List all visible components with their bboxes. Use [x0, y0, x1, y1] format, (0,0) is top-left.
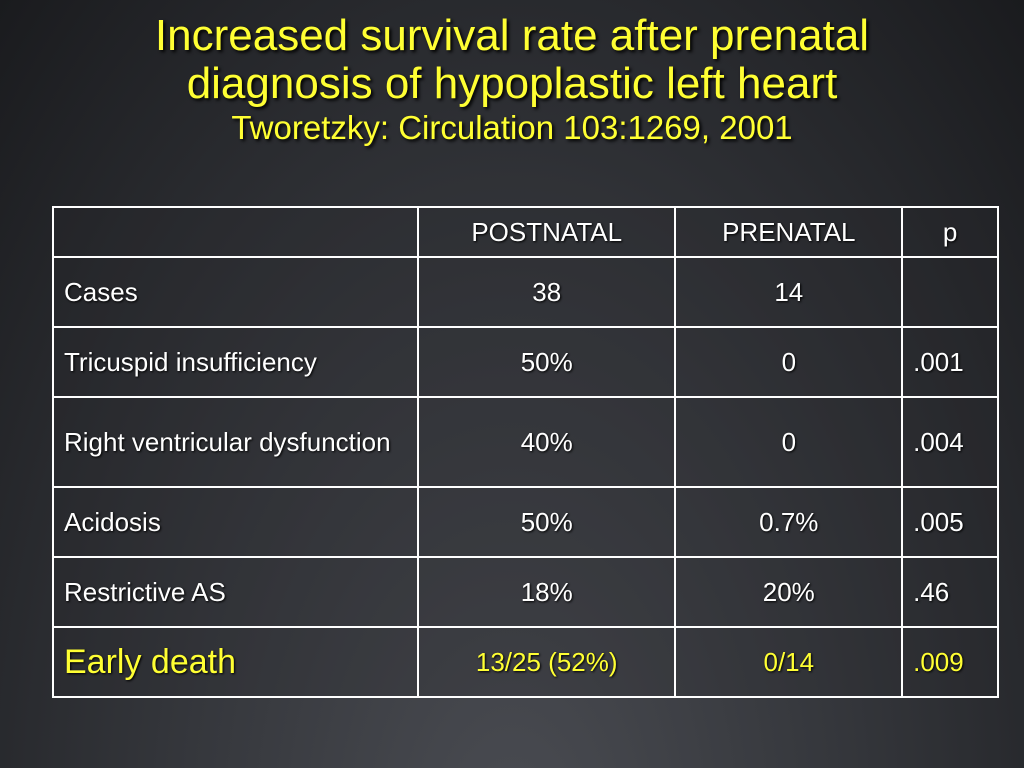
p-value: .001 — [901, 326, 999, 398]
postnatal-value: 38 — [416, 256, 677, 328]
table-row: Tricuspid insufficiency 50% 0 .001 — [52, 326, 999, 398]
postnatal-value: 50% — [416, 326, 677, 398]
table-header-row: POSTNATAL PRENATAL p — [52, 206, 999, 258]
slide-title-block: Increased survival rate after prenatal d… — [0, 12, 1024, 148]
header-p-value: p — [901, 206, 999, 258]
row-label: Right ventricular dysfunction — [52, 396, 419, 488]
postnatal-value: 50% — [416, 486, 677, 558]
prenatal-value: 0/14 — [674, 626, 904, 698]
prenatal-value: 0.7% — [674, 486, 904, 558]
prenatal-value: 14 — [674, 256, 904, 328]
row-label: Early death — [52, 626, 419, 698]
table-row-highlight: Early death 13/25 (52%) 0/14 .009 — [52, 626, 999, 698]
table-row: Cases 38 14 — [52, 256, 999, 328]
row-label: Cases — [52, 256, 419, 328]
row-label: Acidosis — [52, 486, 419, 558]
p-value: .46 — [901, 556, 999, 628]
prenatal-value: 0 — [674, 326, 904, 398]
comparison-table: POSTNATAL PRENATAL p Cases 38 14 Tricusp… — [52, 206, 999, 698]
p-value: .009 — [901, 626, 999, 698]
header-empty-cell — [52, 206, 419, 258]
slide-title-line-2: diagnosis of hypoplastic left heart — [186, 59, 838, 108]
slide-title-line-1: Increased survival rate after prenatal — [154, 11, 870, 60]
slide-citation: Tworetzky: Circulation 103:1269, 2001 — [231, 109, 793, 146]
table-row: Acidosis 50% 0.7% .005 — [52, 486, 999, 558]
prenatal-value: 20% — [674, 556, 904, 628]
p-value: .004 — [901, 396, 999, 488]
p-value: .005 — [901, 486, 999, 558]
prenatal-value: 0 — [674, 396, 904, 488]
table-row: Right ventricular dysfunction 40% 0 .004 — [52, 396, 999, 488]
row-label: Tricuspid insufficiency — [52, 326, 419, 398]
header-prenatal: PRENATAL — [674, 206, 904, 258]
postnatal-value: 13/25 (52%) — [416, 626, 677, 698]
postnatal-value: 40% — [416, 396, 677, 488]
postnatal-value: 18% — [416, 556, 677, 628]
p-value — [901, 256, 999, 328]
row-label: Restrictive AS — [52, 556, 419, 628]
header-postnatal: POSTNATAL — [416, 206, 677, 258]
table-row: Restrictive AS 18% 20% .46 — [52, 556, 999, 628]
